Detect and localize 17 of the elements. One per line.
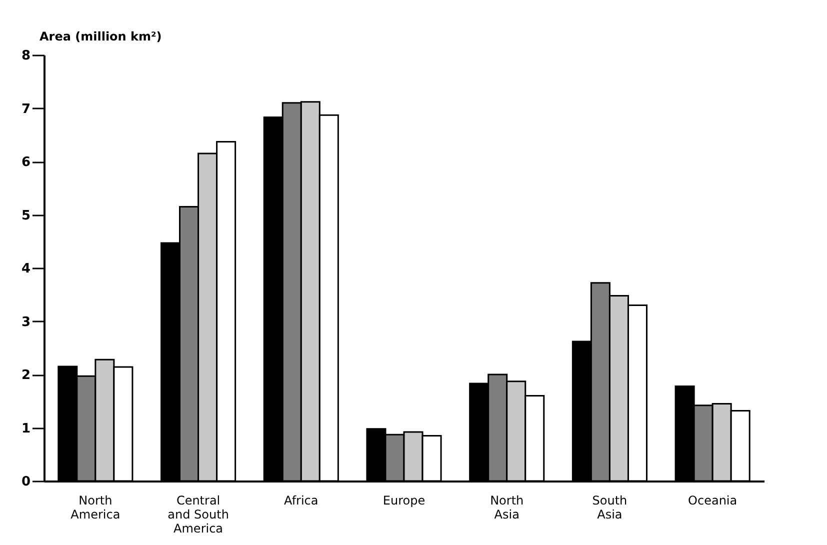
x-tick-label: Europe bbox=[382, 494, 426, 508]
y-tick-label: 0 bbox=[21, 474, 30, 490]
x-tick-label: North America bbox=[70, 494, 120, 522]
y-axis-title: Area (million km²) bbox=[40, 30, 162, 44]
y-tick-label: 4 bbox=[21, 262, 30, 276]
y-tick-label: 7 bbox=[21, 102, 30, 117]
y-tick-label: 8 bbox=[21, 48, 30, 64]
x-tick-label: Oceania bbox=[688, 494, 738, 508]
y-tick-label: 3 bbox=[21, 314, 30, 330]
x-tick-label: Central and South America bbox=[168, 494, 229, 536]
x-tick-label: Africa bbox=[284, 494, 318, 508]
y-tick-label: 6 bbox=[21, 155, 30, 170]
y-tick-label: 2 bbox=[21, 368, 30, 383]
y-tick-label: 5 bbox=[21, 208, 30, 224]
y-tick-label: 1 bbox=[21, 421, 30, 436]
x-tick-label: South Asia bbox=[592, 494, 628, 522]
x-tick-label: North Asia bbox=[490, 494, 524, 522]
